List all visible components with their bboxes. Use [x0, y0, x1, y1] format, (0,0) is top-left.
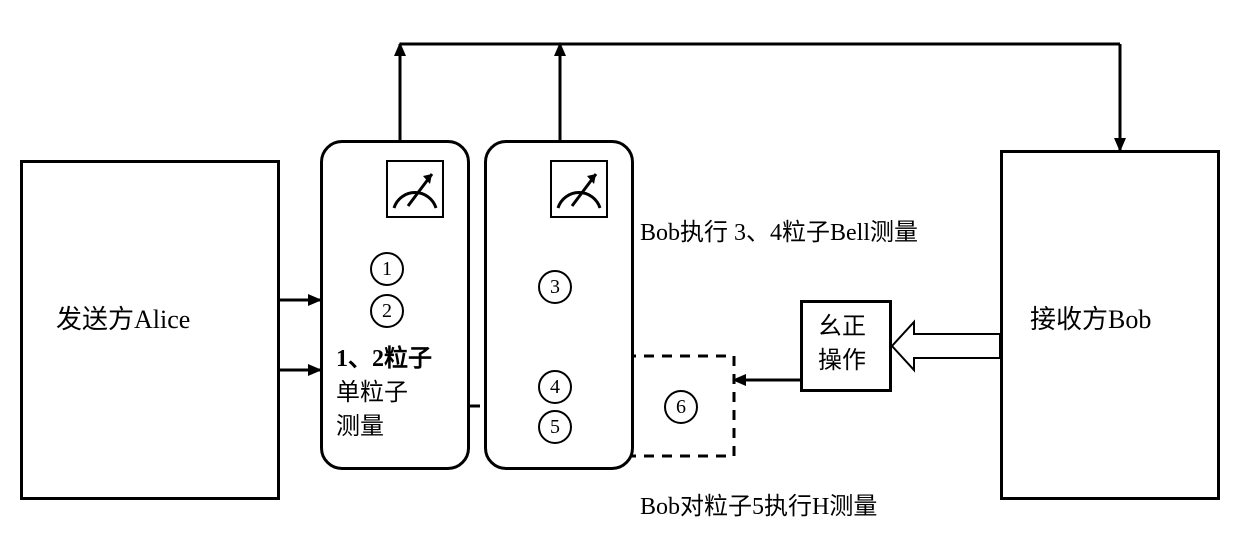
- bob-label: 接收方Bob: [1030, 304, 1151, 337]
- unitary-label-2: 操作: [818, 346, 866, 376]
- single-measure-l1: 1、2粒子: [336, 344, 432, 374]
- measure-icon: [550, 160, 608, 218]
- particle-1: 1: [370, 252, 404, 286]
- h-measure-label: Bob对粒子5执行H测量: [640, 492, 877, 522]
- particle-6: 6: [664, 390, 698, 424]
- measure-icon: [386, 160, 444, 218]
- single-measure-l3: 测量: [336, 412, 384, 442]
- particle-2: 2: [370, 294, 404, 328]
- single-measure-l2: 单粒子: [336, 378, 408, 408]
- particle-3: 3: [538, 270, 572, 304]
- unitary-label-1: 幺正: [818, 312, 866, 342]
- particle-5: 5: [538, 410, 572, 444]
- alice-label: 发送方Alice: [56, 304, 190, 337]
- bell-measure-label: Bob执行 3、4粒子Bell测量: [640, 218, 918, 248]
- particle-4: 4: [538, 370, 572, 404]
